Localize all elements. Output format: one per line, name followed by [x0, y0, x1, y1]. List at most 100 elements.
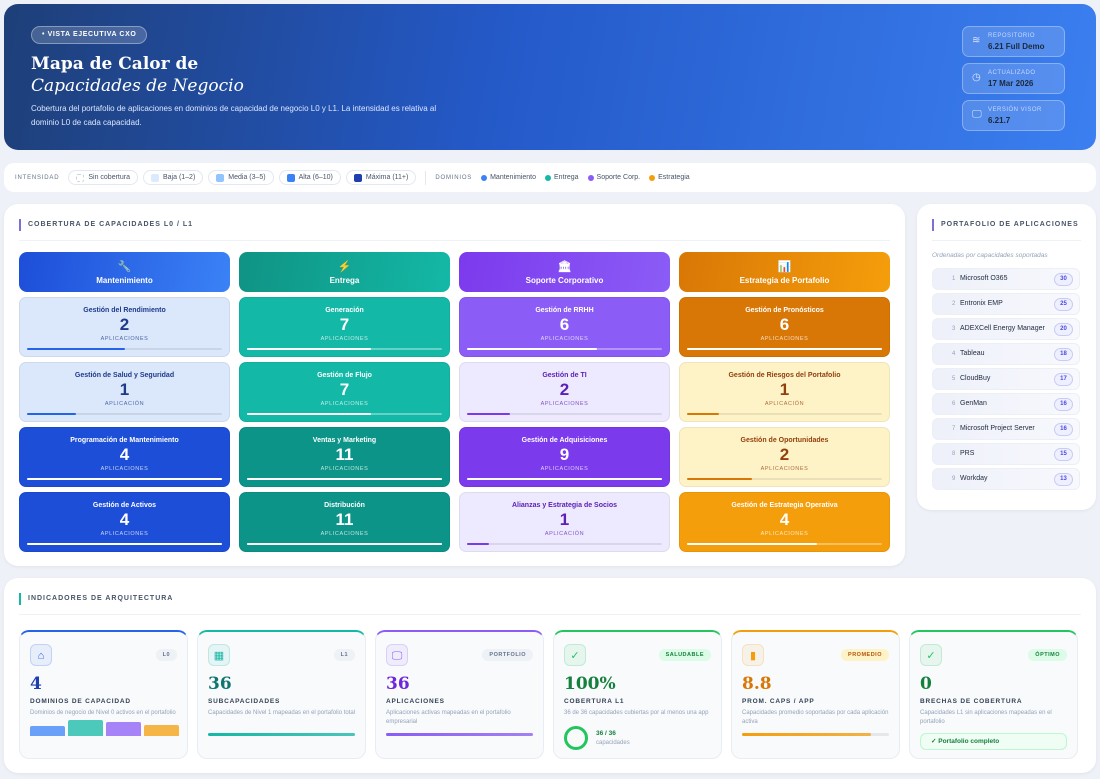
- legend-domain: Soporte Corp.: [587, 174, 640, 181]
- capability-count: 6: [779, 315, 790, 334]
- ring-label: capacidades: [596, 740, 630, 746]
- coverage-bar-fill: [687, 543, 817, 545]
- divider: [19, 614, 1081, 615]
- coverage-bar: [27, 478, 222, 480]
- app-list-item[interactable]: 9 Workday 13: [932, 468, 1080, 490]
- app-list-item[interactable]: 4 Tableau 18: [932, 343, 1080, 365]
- capability-name: Gestión de RRHH: [535, 307, 594, 314]
- kpi-title: COBERTURA L1: [564, 698, 625, 705]
- app-name: Workday: [960, 475, 988, 482]
- domain-bar: [30, 726, 65, 736]
- dot-icon: [481, 174, 488, 181]
- app-count-badge: 17: [1054, 373, 1073, 386]
- kpi-value: 8.8: [742, 674, 772, 694]
- grid-icon: ▦: [208, 644, 230, 666]
- app-rank: 3: [952, 326, 956, 332]
- meta-value: 6.21.7: [988, 116, 1011, 125]
- capability-cell[interactable]: Alianzas y Estrategia de Socios 1 APLICACI…: [459, 492, 670, 552]
- app-list-item[interactable]: 5 CloudBuy 17: [932, 368, 1080, 390]
- coverage-bar-fill: [27, 478, 222, 480]
- capability-name: Gestión de Activos: [92, 502, 157, 509]
- app-list-item[interactable]: 3 ADEXCell Energy Manager 20: [932, 318, 1080, 340]
- meta-versión-visor: 🖵 VERSIÓN VISOR 6.21.7: [962, 100, 1065, 131]
- capability-unit: APLICACIONES: [320, 401, 369, 407]
- capability-count: 2: [779, 445, 790, 464]
- capability-unit: APLICACIONES: [760, 531, 809, 537]
- coverage-bar: [27, 348, 222, 350]
- legend-level[interactable]: Alta (6–10): [278, 170, 341, 185]
- coverage-bar-fill: [687, 348, 882, 350]
- coverage-bar-fill: [27, 543, 222, 545]
- capability-cell[interactable]: Gestión de Estrategia Operativa 4 APLICACI…: [679, 492, 890, 552]
- legend-level[interactable]: Media (3–5): [208, 170, 274, 185]
- heatmap-grid: 🔧 Mantenimiento Gestión del Rendimiento 2 AP…: [19, 252, 890, 552]
- meta-value: 6.21 Full Demo: [988, 42, 1045, 51]
- legend-level[interactable]: Sin cobertura: [68, 170, 138, 185]
- domain-header[interactable]: 🔧 Mantenimiento: [19, 252, 230, 292]
- capability-cell[interactable]: Gestión de RRHH 6 APLICACIONES: [459, 297, 670, 357]
- app-list-item[interactable]: 6 GenMan 16: [932, 393, 1080, 415]
- meta-label: REPOSITORIO: [988, 33, 1036, 39]
- capability-name: Gestión de Salud y Seguridad: [74, 372, 175, 379]
- app-rank: 4: [952, 351, 956, 357]
- app-rank: 2: [952, 301, 956, 307]
- kpi-card: ⌂ L0 4 DOMINIOS DE CAPACIDAD Dominios de neg…: [19, 630, 188, 759]
- meta-value: 17 Mar 2026: [988, 79, 1034, 88]
- legend-bar: INTENSIDAD Sin cobertura Baja (1–2) Media …: [4, 163, 1096, 192]
- swatch-icon: [76, 173, 85, 182]
- kpi-tag: PROMEDIO: [841, 649, 889, 661]
- capability-cell[interactable]: Gestión de Flujo 7 APLICACIONES: [239, 362, 450, 422]
- indicators-panel: INDICADORES DE ARQUITECTURA ⌂ L0 4 DOMINIOS…: [4, 578, 1096, 773]
- domain-header[interactable]: 📊 Estrategia de Portafolio: [679, 252, 890, 292]
- coverage-bar: [467, 478, 662, 480]
- app-list-item[interactable]: 7 Microsoft Project Server 16: [932, 418, 1080, 440]
- app-name: CloudBuy: [960, 375, 991, 382]
- capability-cell[interactable]: Gestión de Salud y Seguridad 1 APLICACIÓN: [19, 362, 230, 422]
- dot-icon: [649, 174, 656, 181]
- capability-cell[interactable]: Generación 7 APLICACIONES: [239, 297, 450, 357]
- coverage-bar-fill: [467, 543, 489, 545]
- capability-cell[interactable]: Distribución 11 APLICACIONES: [239, 492, 450, 552]
- coverage-bar: [687, 413, 882, 415]
- check-icon: ✓: [920, 644, 942, 666]
- capability-unit: APLICACIONES: [320, 466, 369, 472]
- capability-cell[interactable]: Gestión del Rendimiento 2 APLICACIONES: [19, 297, 230, 357]
- capability-cell[interactable]: Gestión de Pronósticos 6 APLICACIONES: [679, 297, 890, 357]
- app-list-item[interactable]: 1 Microsoft O365 30: [932, 268, 1080, 290]
- coverage-bar-fill: [467, 348, 597, 350]
- kpi-title: DOMINIOS DE CAPACIDAD: [30, 698, 131, 705]
- capability-cell[interactable]: Gestión de Activos 4 APLICACIONES: [19, 492, 230, 552]
- legend-level[interactable]: Máxima (11+): [345, 170, 417, 185]
- app-rank: 9: [952, 476, 956, 482]
- domain-header[interactable]: ⚡ Entrega: [239, 252, 450, 292]
- capability-cell[interactable]: Gestión de TI 2 APLICACIONES: [459, 362, 670, 422]
- divider: [19, 240, 890, 241]
- capability-cell[interactable]: Gestión de Oportunidades 2 APLICACIONES: [679, 427, 890, 487]
- kpi-tag: PORTFOLIO: [482, 649, 533, 661]
- capability-cell[interactable]: Programación de Mantenimiento 4 APLICACION…: [19, 427, 230, 487]
- capability-unit: APLICACIONES: [540, 401, 589, 407]
- capability-cell[interactable]: Gestión de Adquisiciones 9 APLICACIONES: [459, 427, 670, 487]
- heatmap-panel: COBERTURA DE CAPACIDADES L0 / L1 🔧 Manten…: [4, 204, 905, 566]
- capability-cell[interactable]: Ventas y Marketing 11 APLICACIONES: [239, 427, 450, 487]
- capability-count: 4: [779, 510, 790, 529]
- view-badge: • VISTA EJECUTIVA CXO: [31, 26, 148, 44]
- capability-name: Distribución: [324, 502, 365, 509]
- app-rank: 8: [952, 451, 956, 457]
- capability-unit: APLICACIONES: [540, 466, 589, 472]
- heatmap-title: COBERTURA DE CAPACIDADES L0 / L1: [19, 219, 193, 231]
- app-list-item[interactable]: 2 Entronix EMP 25: [932, 293, 1080, 315]
- legend-level[interactable]: Baja (1–2): [142, 170, 204, 185]
- capability-cell[interactable]: Gestión de Riesgos del Portafolio 1 APLICA…: [679, 362, 890, 422]
- domain-header[interactable]: 🏛 Soporte Corporativo: [459, 252, 670, 292]
- kpi-value: 100%: [564, 674, 616, 694]
- legend-domain-label: Entrega: [554, 174, 579, 181]
- app-count-badge: 15: [1054, 448, 1073, 461]
- legend-domain: Estrategia: [649, 174, 690, 181]
- domain-bar: [68, 720, 103, 736]
- portfolio-title: PORTAFOLIO DE APLICACIONES: [932, 219, 1079, 231]
- legend-level-label: Media (3–5): [228, 174, 266, 181]
- coverage-bar: [27, 543, 222, 545]
- app-list-item[interactable]: 8 PRS 15: [932, 443, 1080, 465]
- app-count-badge: 16: [1054, 398, 1073, 411]
